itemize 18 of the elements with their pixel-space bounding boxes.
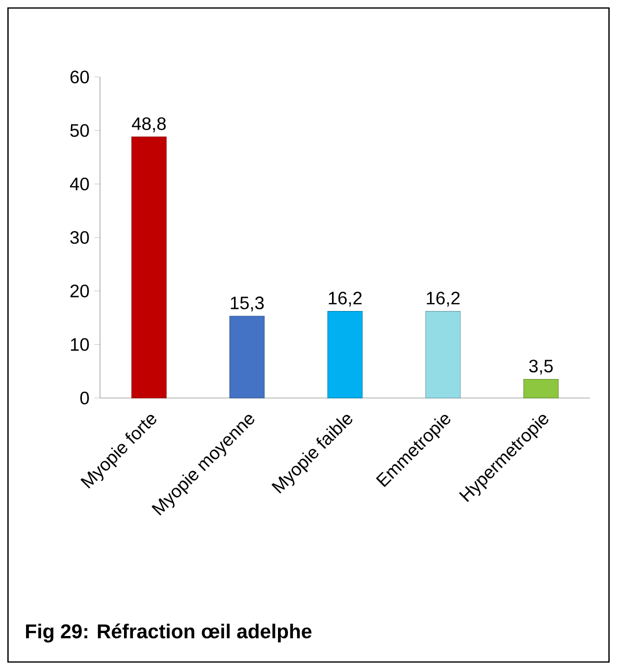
bar (327, 311, 363, 398)
y-tick-label: 60 (70, 70, 89, 84)
y-tick-label: 0 (80, 392, 89, 404)
text: Fig 29: Réfraction œil adelphe (26, 624, 312, 642)
y-tick-label: 50 (70, 124, 89, 137)
bar (425, 311, 461, 398)
data-label: 15,3 (230, 296, 264, 312)
data-label: 16,2 (426, 292, 460, 307)
y-tick-label: 20 (70, 284, 89, 298)
data-label: 16,2 (328, 292, 362, 307)
y-tick-label: 10 (70, 338, 89, 351)
data-label: 3,5 (529, 360, 553, 375)
data-label: 48,8 (132, 117, 166, 132)
bar (523, 379, 559, 398)
bar (131, 136, 167, 398)
y-tick-label: 40 (70, 178, 89, 190)
y-tick-label: 30 (70, 231, 89, 244)
bar (229, 316, 265, 398)
